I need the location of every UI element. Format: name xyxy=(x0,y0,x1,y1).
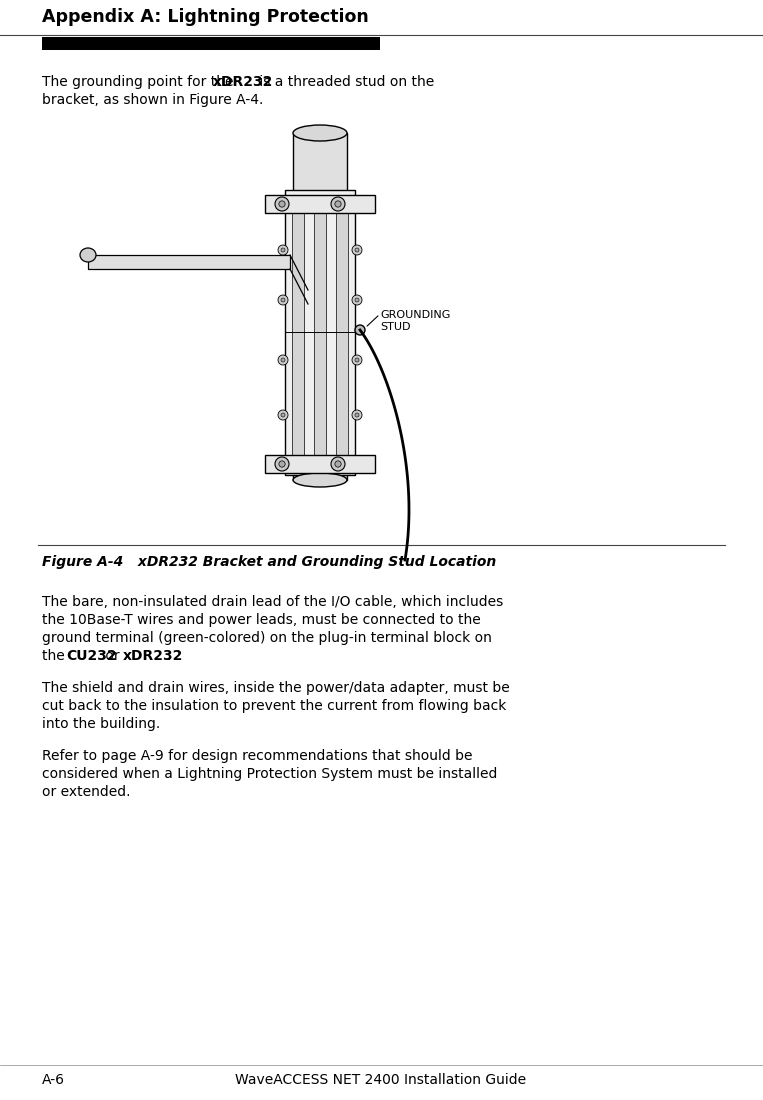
Text: or: or xyxy=(101,649,124,663)
Circle shape xyxy=(278,245,288,255)
Text: xDR232: xDR232 xyxy=(123,649,183,663)
Circle shape xyxy=(275,456,289,471)
Text: Appendix A: Lightning Protection: Appendix A: Lightning Protection xyxy=(42,8,369,26)
Text: cut back to the insulation to prevent the current from flowing back: cut back to the insulation to prevent th… xyxy=(42,698,507,713)
Text: CU232: CU232 xyxy=(66,649,117,663)
Text: Figure A-4   xDR232 Bracket and Grounding Stud Location: Figure A-4 xDR232 Bracket and Grounding … xyxy=(42,556,496,569)
Text: bracket, as shown in Figure A-4.: bracket, as shown in Figure A-4. xyxy=(42,94,263,107)
Circle shape xyxy=(352,410,362,420)
Circle shape xyxy=(278,295,288,305)
Text: the: the xyxy=(42,649,69,663)
Text: is a threaded stud on the: is a threaded stud on the xyxy=(255,75,434,89)
Text: considered when a Lightning Protection System must be installed: considered when a Lightning Protection S… xyxy=(42,767,497,781)
Bar xyxy=(336,195,348,470)
Text: xDR232: xDR232 xyxy=(213,75,273,89)
Circle shape xyxy=(275,197,289,211)
Circle shape xyxy=(278,461,285,468)
Circle shape xyxy=(355,324,365,336)
Circle shape xyxy=(355,248,359,252)
Ellipse shape xyxy=(80,248,96,262)
Circle shape xyxy=(355,358,359,362)
Circle shape xyxy=(278,355,288,365)
Circle shape xyxy=(281,298,285,302)
Bar xyxy=(42,37,380,50)
Bar xyxy=(285,190,355,475)
Text: into the building.: into the building. xyxy=(42,717,160,732)
Text: GROUNDING
STUD: GROUNDING STUD xyxy=(380,310,450,331)
Circle shape xyxy=(352,355,362,365)
Text: Refer to page A-9 for design recommendations that should be: Refer to page A-9 for design recommendat… xyxy=(42,749,472,763)
Bar xyxy=(265,455,375,473)
Circle shape xyxy=(335,201,341,207)
Ellipse shape xyxy=(293,125,347,141)
Circle shape xyxy=(281,248,285,252)
Text: A-6: A-6 xyxy=(42,1072,65,1087)
Text: WaveACCESS NET 2400 Installation Guide: WaveACCESS NET 2400 Installation Guide xyxy=(236,1072,526,1087)
Bar xyxy=(292,195,304,470)
Circle shape xyxy=(331,197,345,211)
Bar xyxy=(88,255,290,270)
Bar xyxy=(314,195,326,470)
Circle shape xyxy=(278,410,288,420)
Ellipse shape xyxy=(293,473,347,487)
Text: The grounding point for the: The grounding point for the xyxy=(42,75,238,89)
Circle shape xyxy=(355,298,359,302)
Text: ground terminal (green-colored) on the plug-in terminal block on: ground terminal (green-colored) on the p… xyxy=(42,631,492,645)
Circle shape xyxy=(352,295,362,305)
Text: .: . xyxy=(166,649,170,663)
Circle shape xyxy=(281,358,285,362)
Circle shape xyxy=(281,412,285,417)
Bar xyxy=(293,430,347,480)
Text: or extended.: or extended. xyxy=(42,785,130,799)
Text: The shield and drain wires, inside the power/data adapter, must be: The shield and drain wires, inside the p… xyxy=(42,681,510,695)
Circle shape xyxy=(331,456,345,471)
Circle shape xyxy=(335,461,341,468)
Bar xyxy=(265,195,375,213)
Bar xyxy=(293,133,347,195)
Circle shape xyxy=(352,245,362,255)
Text: The bare, non-insulated drain lead of the I/O cable, which includes: The bare, non-insulated drain lead of th… xyxy=(42,595,504,609)
Text: the 10Base-T wires and power leads, must be connected to the: the 10Base-T wires and power leads, must… xyxy=(42,613,481,627)
Circle shape xyxy=(355,412,359,417)
Circle shape xyxy=(278,201,285,207)
